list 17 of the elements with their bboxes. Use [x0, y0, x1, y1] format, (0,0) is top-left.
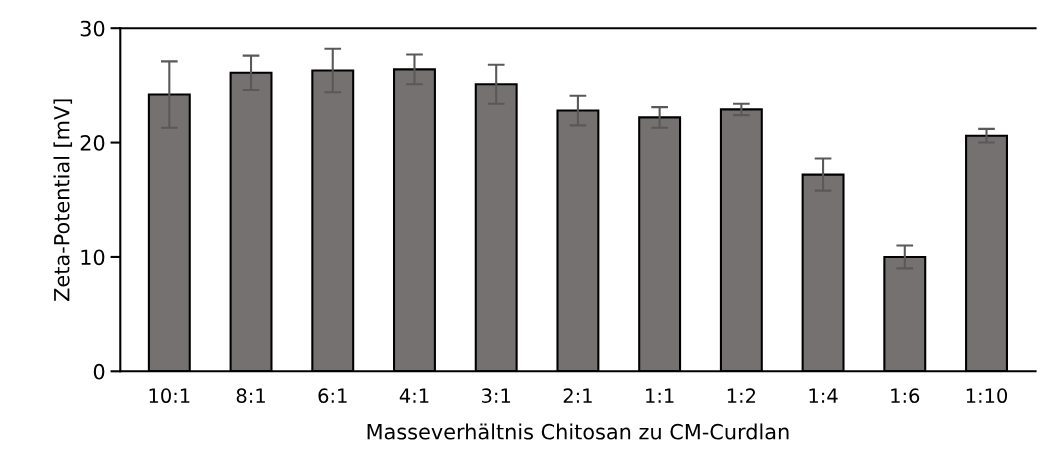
- x-tick-label: 3:1: [482, 388, 511, 404]
- x-tick-label: 1:2: [727, 388, 756, 403]
- y-axis-title: Zeta-Potential [mV]: [53, 99, 73, 301]
- x-tick-label: 2:1: [563, 388, 592, 403]
- x-tick-label: 4:1: [399, 388, 429, 403]
- x-tick-label: 10:1: [149, 388, 190, 404]
- x-tick-label: 8:1: [236, 388, 265, 404]
- x-tick-label: 1:4: [809, 388, 838, 403]
- y-tick-label: 30: [80, 20, 105, 37]
- y-tick-label: 0: [93, 363, 105, 380]
- x-tick-label: 6:1: [318, 388, 347, 404]
- x-tick-label: 1:1: [646, 388, 674, 403]
- x-tick-label: 1:6: [891, 388, 920, 404]
- x-axis-title: Masseverhältnis Chitosan zu CM-Curdlan: [367, 423, 789, 440]
- x-tick-label: 1:10: [966, 388, 1008, 404]
- y-tick-label: 10: [81, 249, 105, 266]
- y-tick-label: 20: [80, 135, 105, 151]
